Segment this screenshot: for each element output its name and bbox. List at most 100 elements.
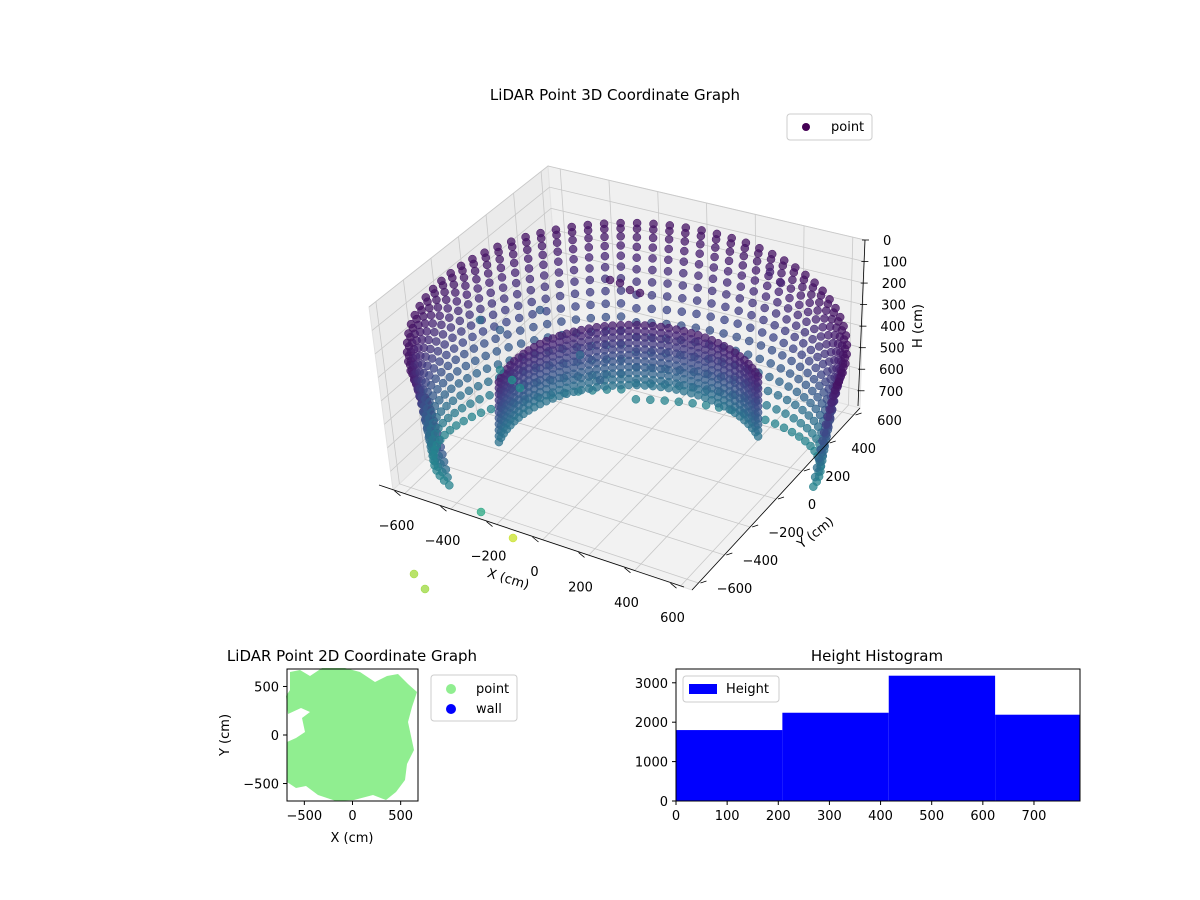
chart-2d: LiDAR Point 2D Coordinate Graph −500 0 500… [218,647,518,846]
data-point-3d [585,264,594,273]
tick-y [777,496,785,500]
data-point-3d [802,423,812,433]
data-point-3d [584,253,594,262]
data-point-3d [556,304,566,313]
data-point-3d [801,380,811,390]
data-point-3d [808,335,817,344]
data-point-3d [762,401,771,410]
data-point-3d [509,258,519,268]
data-point-3d [823,412,833,422]
data-point-3d [551,225,561,234]
data-point-3d [446,268,455,278]
data-point-3d [575,350,585,360]
data-point-3d [788,275,797,285]
data-point-3d [835,312,845,322]
data-point-3d [438,330,448,339]
data-point-3d [461,361,471,371]
data-point-3d [463,373,472,383]
data-point-3d [679,386,689,396]
data-point-3d [799,393,809,402]
data-point-3d [440,340,449,349]
data-point-3d [814,342,824,351]
data-point-3d [436,407,446,416]
data-point-3d [763,386,773,396]
data-point-3d [705,326,715,335]
data-point-3d [475,315,485,325]
data-point-3d [503,330,512,339]
data-point-3d [664,244,673,254]
tick-x [670,582,677,589]
data-point-3d [813,392,822,402]
data-point-3d [770,419,780,428]
grid-line-x [680,237,854,587]
data-point-3d [842,340,852,350]
tick-label-x: 0 [530,565,538,580]
data-point-3d [783,304,793,313]
data-point-3d [461,281,470,290]
data-point-3d [809,416,819,426]
data-point-3d [632,277,641,286]
data-point-3d [648,254,657,263]
data-point-3d [472,275,481,284]
data-point-3d [433,347,443,356]
tick-x [394,490,401,497]
data-point-3d [632,380,642,390]
chart-3d-grid [368,165,866,587]
data-point-3d [456,391,465,400]
data-point-3d [678,294,687,303]
data-point-3d [707,286,717,296]
data-point-3d [464,386,474,396]
data-point-3d [769,333,778,342]
data-point-3d [448,333,457,343]
data-point-3d [625,285,635,295]
data-point-3d [488,310,498,320]
chart-3d-axes: −600−400−2000200400600−600−400−200020040… [379,234,908,626]
data-point-3d [616,312,626,321]
data-point-3d [539,271,549,280]
tick-label-x-2d: −500 [286,809,322,824]
data-point-3d [482,364,492,373]
data-point-3d [761,292,771,301]
tick-x [486,521,493,527]
data-point-3d [481,351,490,361]
data-point-3d [447,384,456,394]
data-point-3d [459,416,468,426]
chart-histogram: Height Histogram 0 100 200 300 400 500 600 7000… [635,647,1081,824]
data-point-3d [538,250,547,260]
data-point-3d [616,241,625,250]
data-point-3d [746,323,755,333]
tick-y [700,580,707,584]
data-point-3d [767,346,777,355]
data-point-3d [484,377,493,387]
data-point-3d [649,219,658,229]
data-point-3d [554,268,564,277]
data-point-3d [841,331,851,340]
chart-3d-legend: point [786,113,873,141]
data-point-3d [601,312,611,322]
tick-label-y-2d: 500 [254,680,279,695]
data-point-3d [431,374,440,383]
data-point-3d [457,327,466,336]
data-point-3d [524,264,534,273]
data-point-3d [584,243,594,252]
data-point-3d [842,349,851,359]
data-point-3d [495,365,505,375]
data-point-3d [586,313,596,323]
data-point-3d [712,229,722,239]
data-point-3d [442,401,451,411]
data-point-3d [750,276,760,285]
data-point-3d [527,297,536,307]
data-point-3d [445,481,454,490]
data-point-3d [694,271,703,280]
data-point-3d [680,246,689,256]
data-point-3d [445,372,454,382]
data-point-3d [756,341,766,350]
data-point-3d [781,409,790,418]
chart-3d-xlabel: X (cm) [485,566,531,593]
data-point-3d [773,298,782,307]
data-point-3d [792,387,802,397]
data-point-3d [791,263,800,272]
data-point-3d [679,268,688,278]
tick-label-y-hist: 1000 [635,756,668,771]
data-point-3d [791,400,800,410]
